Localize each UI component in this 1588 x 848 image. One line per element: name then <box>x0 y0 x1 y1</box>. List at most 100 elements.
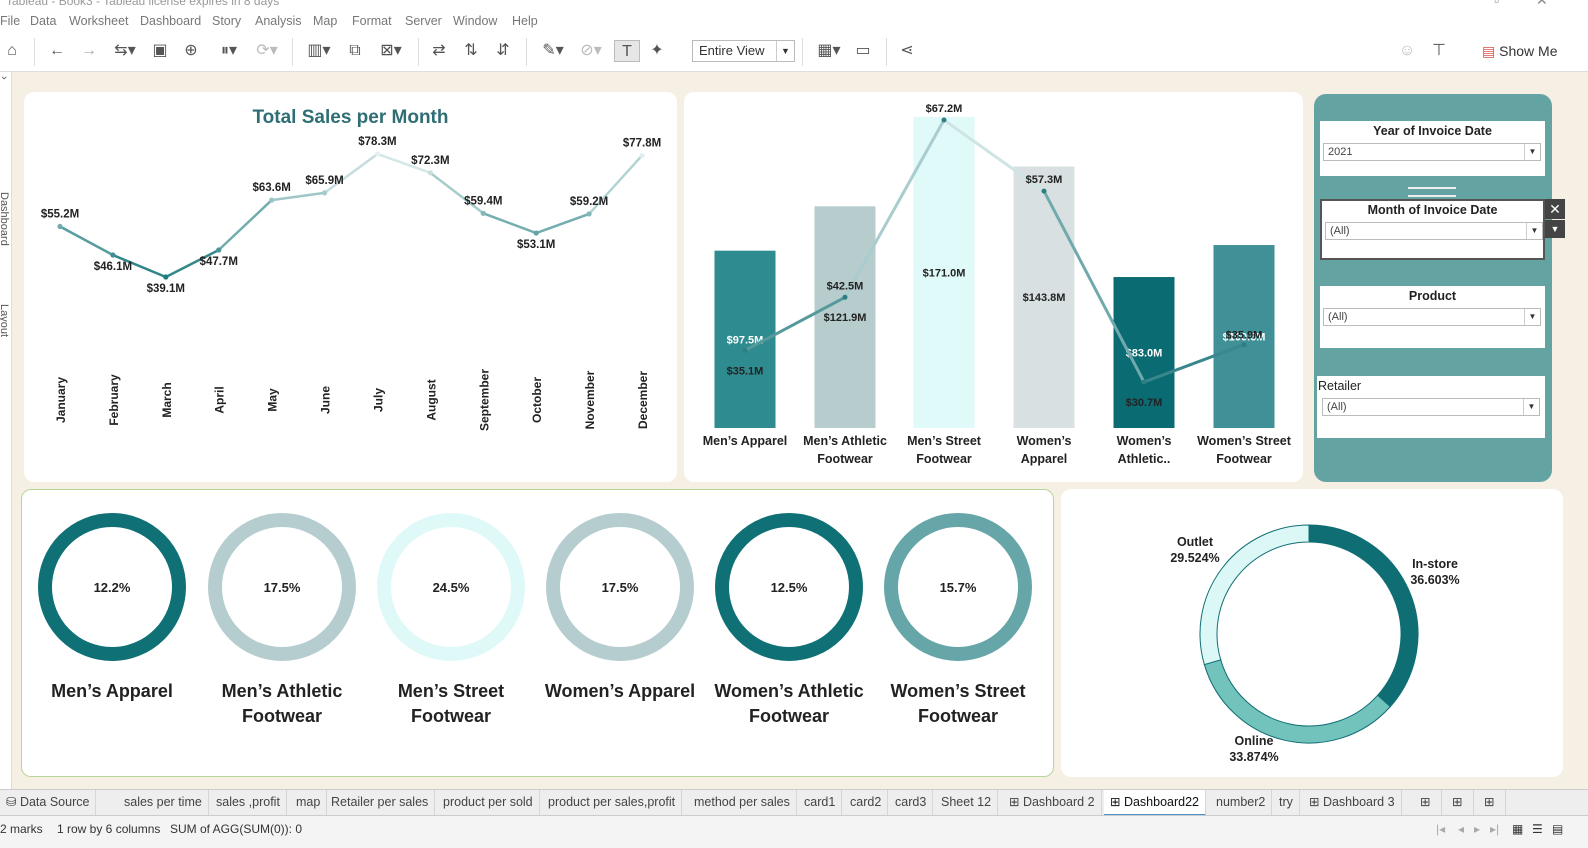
line-point[interactable] <box>427 170 433 176</box>
menu-story[interactable]: Story <box>212 14 242 28</box>
filter-product-select[interactable]: (All) ▼ <box>1323 308 1541 326</box>
highlight-icon[interactable]: ✎▾ <box>542 42 564 59</box>
nav-next-icon[interactable]: ▸ <box>1474 822 1481 836</box>
line-point[interactable] <box>269 197 275 203</box>
home-icon[interactable]: ⌂ <box>7 42 17 59</box>
side-tab-layout[interactable]: Layout <box>0 304 10 338</box>
line-point[interactable] <box>321 190 328 196</box>
ring[interactable] <box>884 513 1032 661</box>
sheet-tab[interactable]: product per sales,profit <box>542 790 683 816</box>
view-grid-icon[interactable]: ▦ <box>1512 822 1524 836</box>
new-worksheet-icon[interactable]: ▥▾ <box>307 42 331 59</box>
menu-format[interactable]: Format <box>352 14 392 28</box>
filter-month-select[interactable]: (All) ▼ <box>1325 222 1543 240</box>
profit-point[interactable] <box>1141 379 1147 385</box>
sheet-tab[interactable]: map <box>290 790 328 816</box>
menu-window[interactable]: Window <box>453 14 498 28</box>
profit-point[interactable] <box>842 294 848 300</box>
profit-point[interactable] <box>941 117 947 123</box>
presentation-icon[interactable]: ▭ <box>855 42 871 59</box>
line-point[interactable] <box>480 210 486 216</box>
drag-grip[interactable] <box>1408 187 1456 197</box>
nav-first-icon[interactable]: |◂ <box>1436 822 1446 836</box>
replay-icon[interactable]: ⇆▾ <box>114 42 136 59</box>
sheet-tab[interactable]: card3 <box>889 790 934 816</box>
ring[interactable] <box>38 513 186 661</box>
swap-icon[interactable]: ⇄ <box>432 42 446 59</box>
line-point[interactable] <box>586 211 592 217</box>
fit-dropdown[interactable]: Entire View ▼ <box>692 40 795 62</box>
tooltip-icon[interactable]: ⊤ <box>1432 42 1446 59</box>
sheet-tab[interactable]: sales ,profit <box>210 790 287 816</box>
close-window-icon[interactable]: ✕ <box>1536 0 1548 8</box>
sheet-tab[interactable]: try <box>1273 790 1300 816</box>
new-story-tab-icon[interactable]: ⊞ <box>1478 790 1506 816</box>
sheet-tab[interactable]: ⊞ Dashboard22 <box>1104 790 1207 816</box>
more-options-icon[interactable]: ▼ <box>1545 220 1565 238</box>
menu-help[interactable]: Help <box>512 14 538 28</box>
sheet-tab[interactable]: ⛁ Data Source <box>0 790 97 816</box>
sheet-tab[interactable]: number2 <box>1210 790 1273 816</box>
profit-point[interactable] <box>742 347 748 353</box>
sheet-tab[interactable]: ⊞ Dashboard 3 <box>1303 790 1402 816</box>
line-point[interactable] <box>57 223 63 230</box>
bar[interactable] <box>1113 277 1175 428</box>
group-icon[interactable]: ⊘▾ <box>580 42 602 59</box>
close-icon[interactable]: ✕ <box>1545 199 1565 219</box>
bar[interactable] <box>814 206 876 428</box>
undo-icon[interactable]: ← <box>49 42 65 59</box>
show-cards-icon[interactable]: ▦▾ <box>817 42 841 59</box>
side-tab-dashboard[interactable]: Dashboard <box>0 192 10 246</box>
menu-data[interactable]: Data <box>30 14 57 28</box>
menu-analysis[interactable]: Analysis <box>255 14 302 28</box>
menu-map[interactable]: Map <box>313 14 338 28</box>
bar[interactable] <box>1013 166 1075 429</box>
sheet-tab[interactable]: ⊞ Dashboard 2 <box>1003 790 1102 816</box>
bar[interactable] <box>1213 245 1275 428</box>
menu-server[interactable]: Server <box>405 14 442 28</box>
ring[interactable] <box>715 513 863 661</box>
menu-worksheet[interactable]: Worksheet <box>69 14 129 28</box>
view-film-icon[interactable]: ▤ <box>1552 822 1564 836</box>
nav-prev-icon[interactable]: ◂ <box>1458 822 1465 836</box>
ring[interactable] <box>546 513 694 661</box>
menu-file[interactable]: File <box>0 14 21 28</box>
ring[interactable] <box>377 513 525 661</box>
pause-updates-icon[interactable]: ⏸▾ <box>220 42 238 59</box>
save-icon[interactable]: ▣ <box>152 42 168 59</box>
share-icon[interactable]: ⋖ <box>900 42 914 59</box>
filter-retailer-select[interactable]: (All) ▼ <box>1322 398 1540 416</box>
sort-asc-icon[interactable]: ⇅ <box>464 42 478 59</box>
donut-slice[interactable] <box>1308 524 1419 708</box>
sort-desc-icon[interactable]: ⇵ <box>496 42 510 59</box>
line-point[interactable] <box>216 247 222 253</box>
line-point[interactable] <box>374 151 381 157</box>
collapse-arrow-icon[interactable]: › <box>0 76 10 80</box>
new-datasource-icon[interactable]: ⊕ <box>184 42 198 59</box>
view-list-icon[interactable]: ☰ <box>1532 822 1543 836</box>
sheet-tab[interactable]: product per sold <box>437 790 540 816</box>
sheet-tab[interactable]: card2 <box>844 790 889 816</box>
line-point[interactable] <box>163 274 169 280</box>
donut-slice[interactable] <box>1199 524 1310 666</box>
ask-data-icon[interactable]: ☺ <box>1398 42 1416 59</box>
ring[interactable] <box>208 513 356 661</box>
sheet-tab[interactable]: method per sales <box>688 790 797 816</box>
refresh-icon[interactable]: ⟳▾ <box>256 42 278 59</box>
profit-point[interactable] <box>1041 188 1047 194</box>
labels-icon[interactable]: T <box>614 40 640 62</box>
duplicate-icon[interactable]: ⧉ <box>349 42 361 59</box>
line-point[interactable] <box>533 230 539 236</box>
new-dashboard-tab-icon[interactable]: ⊞ <box>1446 790 1474 816</box>
profit-point[interactable] <box>1241 342 1247 348</box>
sheet-tab[interactable]: card1 <box>798 790 843 816</box>
new-worksheet-tab-icon[interactable]: ⊞ <box>1414 790 1442 816</box>
sheet-tab[interactable]: Retailer per sales <box>325 790 436 816</box>
donut-slice[interactable] <box>1203 659 1392 744</box>
nav-last-icon[interactable]: ▸| <box>1490 822 1500 836</box>
show-me-button[interactable]: ▤ Show Me <box>1482 40 1557 62</box>
menu-dashboard[interactable]: Dashboard <box>140 14 202 28</box>
pin-icon[interactable]: ✦ <box>650 42 664 59</box>
restore-icon[interactable]: ▫ <box>1494 0 1499 8</box>
filter-year-select[interactable]: 2021 ▼ <box>1323 143 1541 161</box>
